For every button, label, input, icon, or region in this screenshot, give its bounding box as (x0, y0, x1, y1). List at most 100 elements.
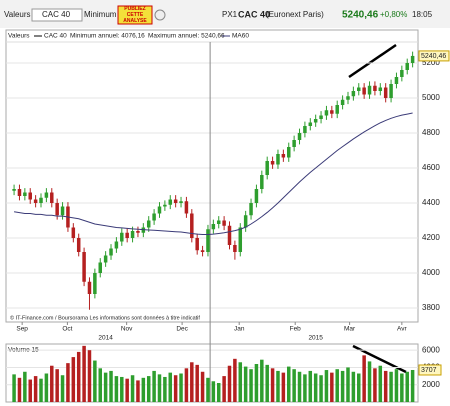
volume-bar (87, 350, 92, 402)
volume-bar (286, 366, 291, 402)
volume-bar (324, 370, 329, 402)
volume-bar (367, 361, 372, 402)
candle-body (249, 203, 253, 216)
volume-tick-label: 2000 (422, 380, 440, 389)
change: +0,80% (380, 10, 407, 19)
volume-bar (216, 383, 221, 402)
icon[interactable] (154, 9, 166, 21)
candle-body (286, 147, 291, 158)
volume-bar (351, 371, 356, 402)
volume-bar (243, 366, 248, 402)
volume-bar (93, 360, 97, 402)
badge[interactable] (117, 5, 153, 25)
candle-body (362, 87, 366, 95)
volume-bar (66, 363, 70, 402)
volume-bar (249, 369, 253, 402)
last-volume-box (418, 364, 442, 376)
volume-bar (335, 369, 339, 402)
volume-bar (179, 373, 183, 402)
y-tick-label: 4200 (422, 233, 440, 242)
ma-line (13, 112, 413, 235)
candle-body (190, 213, 194, 238)
candle-body (179, 201, 183, 203)
candle-body (130, 231, 135, 238)
candle-body (93, 273, 97, 294)
volume-bar (410, 369, 415, 402)
candle-body (313, 119, 318, 123)
candle-body (44, 192, 49, 198)
candle-body (109, 248, 113, 256)
candle-body (136, 231, 140, 233)
candle-body (378, 87, 383, 91)
volume-bar (200, 371, 205, 402)
candle-body (405, 63, 409, 70)
candle-body (211, 224, 216, 230)
x-tick-label: Jan (234, 326, 245, 333)
candle-body (389, 84, 393, 98)
volume-bar (114, 376, 119, 402)
volume-bar (168, 372, 173, 402)
plot-frame (5, 29, 419, 323)
volume-bar (17, 377, 22, 402)
legend-instrument: CAC 40 (44, 33, 67, 40)
volume-bar (120, 376, 124, 402)
candle-body (157, 206, 162, 214)
volume-bar (141, 377, 146, 402)
note: © IT-Finance.com / Boursorama Les inform… (10, 314, 200, 321)
volume-bar (125, 378, 129, 402)
mode[interactable]: Minimum annuel (84, 10, 143, 19)
candle-body (227, 225, 232, 245)
volume-bar (303, 374, 307, 402)
instrument-select[interactable] (31, 8, 83, 22)
candle-body (173, 199, 178, 203)
volume-bar (330, 372, 334, 402)
y-tick-label: 4400 (422, 198, 440, 207)
last-value-box (418, 50, 450, 62)
candle-body (351, 91, 356, 97)
volume-bar (292, 369, 296, 402)
volume-bar (383, 370, 388, 402)
volume-bar (346, 367, 350, 402)
y-tick-label: 4000 (422, 268, 440, 277)
volume-bar (378, 365, 383, 402)
volume-bar (260, 359, 264, 402)
candle-body (120, 232, 124, 242)
name: CAC 40 (238, 9, 270, 19)
candle-body (281, 154, 286, 158)
candle-body (168, 199, 173, 205)
candle-body (141, 227, 146, 233)
volume-bar (50, 365, 54, 402)
volume-bar (405, 371, 409, 402)
volume-bar (394, 369, 399, 402)
candle-body (346, 96, 350, 100)
volume-bar (389, 371, 393, 402)
candle-body (82, 252, 86, 282)
candle-body (357, 87, 361, 91)
candle-body (265, 161, 269, 175)
volume-bar (44, 373, 49, 402)
candle-body (71, 227, 76, 238)
candle-body (216, 220, 221, 224)
candle-body (297, 133, 302, 140)
x-tick-label: Sep (16, 326, 28, 333)
candle-body (330, 110, 334, 114)
volume-bar (190, 362, 194, 402)
candle-body (184, 201, 189, 214)
volume-bar (222, 376, 226, 402)
candle-body (335, 105, 339, 114)
volume-bar (184, 368, 189, 402)
candle-body (39, 197, 43, 203)
x-tick-label: Mar (344, 326, 356, 333)
candle-body (33, 199, 38, 203)
candle-body (28, 192, 32, 200)
last-volume-label: 3707 (421, 367, 437, 374)
candle-body (114, 241, 119, 249)
volume-bar (98, 368, 102, 402)
volume-tick-label: 6000 (422, 345, 440, 354)
volume-bar (146, 376, 151, 402)
time: 18:05 (412, 10, 433, 19)
year-label: 2015 (308, 335, 323, 342)
x-tick-label: Nov (121, 326, 133, 333)
candle-body (394, 77, 399, 84)
volume-bar (163, 376, 167, 402)
